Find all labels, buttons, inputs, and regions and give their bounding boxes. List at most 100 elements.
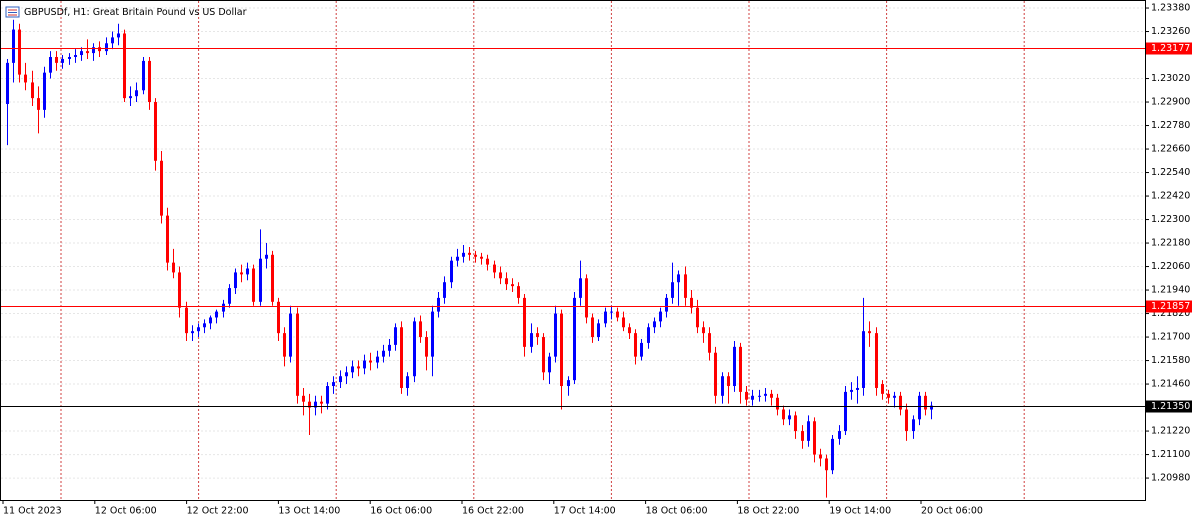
candle-body — [887, 393, 890, 398]
candle-body — [622, 317, 625, 328]
y-tick-label: 1.22900 — [1151, 97, 1190, 108]
candle-body — [794, 415, 797, 432]
candle-body — [653, 321, 656, 328]
candle-body — [536, 333, 539, 338]
y-tick-label: 1.20980 — [1151, 473, 1190, 484]
candle-body — [585, 278, 588, 318]
candle-body — [345, 372, 348, 377]
y-tick-label: 1.21460 — [1151, 379, 1190, 390]
candle-body — [930, 405, 933, 410]
candle-body — [191, 331, 194, 334]
candle-body — [320, 401, 323, 404]
candle-body — [573, 297, 576, 381]
candle-body — [61, 58, 64, 63]
candle-body — [400, 327, 403, 388]
y-tick-label: 1.23020 — [1151, 73, 1190, 84]
candle-body — [31, 82, 34, 99]
candle-body — [807, 421, 810, 441]
price-tag — [1146, 400, 1192, 413]
candle-body — [647, 327, 650, 343]
candle-body — [142, 60, 145, 91]
candle-body — [234, 272, 237, 289]
candle-body — [542, 337, 545, 373]
candle-body — [406, 376, 409, 388]
candle-body — [727, 376, 730, 387]
price-tag-label: 1.23177 — [1151, 43, 1190, 54]
candle-body — [702, 327, 705, 334]
candle-body — [924, 395, 927, 410]
candle-body — [523, 297, 526, 347]
candle-body — [813, 421, 816, 455]
candle-body — [745, 391, 748, 400]
candle-body — [696, 307, 699, 328]
y-tick-label: 1.21940 — [1151, 285, 1190, 296]
candle-body — [634, 333, 637, 357]
candle-body — [640, 342, 643, 357]
plot-frame — [0, 0, 1146, 501]
symbol-icon — [5, 6, 20, 18]
candle-body — [92, 47, 95, 54]
candle-body — [209, 317, 212, 324]
candle-body — [388, 344, 391, 351]
y-tick-label: 1.22420 — [1151, 191, 1190, 202]
candle-body — [862, 331, 865, 388]
candle-body — [12, 29, 15, 63]
candle-body — [105, 43, 108, 52]
y-tick-label: 1.22300 — [1151, 214, 1190, 225]
candle-body — [659, 311, 662, 322]
candle-body — [708, 333, 711, 353]
y-tick-label: 1.21580 — [1151, 355, 1190, 366]
candle-body — [68, 56, 71, 59]
candle-body — [148, 60, 151, 103]
price-tag — [1146, 42, 1192, 55]
candle-body — [376, 356, 379, 363]
x-tick-label: 19 Oct 14:00 — [829, 506, 891, 517]
candle-body — [825, 458, 828, 471]
candle-body — [240, 272, 243, 275]
candle-body — [228, 288, 231, 304]
candle-body — [135, 90, 138, 97]
candle-body — [443, 282, 446, 298]
candle-body — [123, 33, 126, 99]
y-tick-label: 1.22180 — [1151, 238, 1190, 249]
candle-body — [579, 278, 582, 298]
candle-body — [758, 395, 761, 397]
x-tick-label: 16 Oct 22:00 — [462, 506, 524, 517]
candle-body — [912, 419, 915, 432]
candle-body — [893, 395, 896, 398]
candle-body — [222, 303, 225, 312]
candle-body — [517, 286, 520, 298]
candle-body — [819, 454, 822, 459]
candle-body — [721, 376, 724, 396]
candle-body — [764, 393, 767, 396]
candle-body — [166, 215, 169, 263]
candle-body — [493, 264, 496, 273]
y-tick-label: 1.23380 — [1151, 3, 1190, 14]
candle-body — [782, 409, 785, 420]
candle-body — [302, 395, 305, 402]
candle-body — [671, 282, 674, 298]
candle-body — [332, 382, 335, 387]
candle-body — [369, 360, 372, 363]
x-tick-label: 18 Oct 06:00 — [646, 506, 708, 517]
candle-body — [129, 96, 132, 99]
candle-body — [215, 311, 218, 318]
candle-body — [751, 395, 754, 400]
candle-body — [431, 311, 434, 357]
candle-body — [597, 323, 600, 338]
candle-body — [739, 346, 742, 392]
candle-body — [283, 333, 286, 357]
x-tick-label: 13 Oct 14:00 — [278, 506, 340, 517]
candle-body — [394, 327, 397, 345]
candle-body — [462, 252, 465, 257]
candle-body — [185, 307, 188, 334]
y-tick-label: 1.21700 — [1151, 332, 1190, 343]
candle-body — [450, 260, 453, 283]
candle-body — [172, 262, 175, 273]
candle-body — [690, 297, 693, 308]
candle-body — [265, 254, 268, 259]
x-tick-label: 17 Oct 14:00 — [554, 506, 616, 517]
candle-body — [382, 350, 385, 357]
candle-body — [363, 360, 366, 369]
